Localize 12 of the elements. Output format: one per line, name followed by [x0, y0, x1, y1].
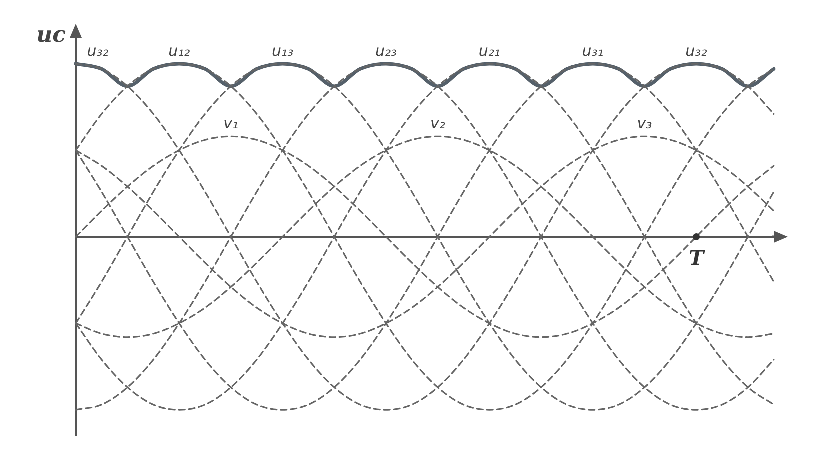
- series-label: u₂₁: [478, 42, 500, 60]
- annotation: T: [689, 246, 706, 270]
- series-label: v₁: [224, 114, 239, 133]
- series-label: v₃: [637, 114, 652, 133]
- series-label: u₁₂: [168, 42, 190, 60]
- series-label: u₁₃: [272, 42, 294, 60]
- text: u₃₂: [87, 42, 109, 60]
- series-label: u₃₁: [582, 42, 604, 60]
- series-label: u₂₃: [375, 42, 397, 60]
- series-label: v₂: [430, 114, 446, 133]
- y-axis-title: uc: [36, 22, 67, 48]
- series-label: u₃₂: [686, 42, 708, 60]
